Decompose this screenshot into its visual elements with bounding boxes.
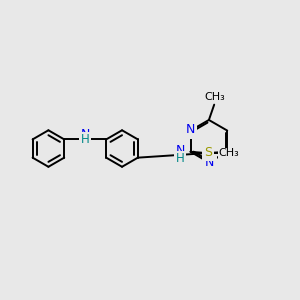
Text: H: H	[176, 152, 184, 165]
Text: N: N	[80, 128, 90, 141]
Text: CH₃: CH₃	[218, 148, 239, 158]
Text: CH₃: CH₃	[204, 92, 225, 102]
Text: H: H	[81, 133, 90, 146]
Text: N: N	[186, 124, 195, 136]
Text: S: S	[204, 146, 212, 159]
Text: N: N	[176, 144, 185, 157]
Text: N: N	[205, 156, 214, 169]
